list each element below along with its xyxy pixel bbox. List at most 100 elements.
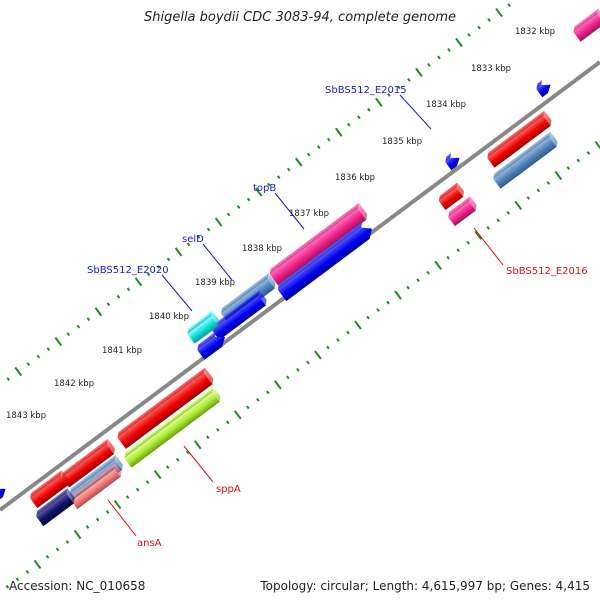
outer-ring-tick [214,217,223,227]
gene-steel-right-top-face [493,131,551,180]
gene-callouts: SbBS512_E2015 topB selD SbBS512_E2020 Sb… [87,85,588,549]
gene-red-left[interactable] [60,438,118,488]
inner-ring-tick [55,547,60,552]
tick-label: 1843 kbp [6,411,46,421]
gene-pink-top[interactable] [571,8,600,42]
gene-steel-right[interactable] [491,131,560,189]
inner-ring-tick [105,510,110,514]
gene-navy[interactable] [34,488,77,527]
gene-red-small[interactable] [437,182,467,210]
outer-ring-tick [427,63,431,67]
inner-ring-tick [274,380,282,390]
inner-ring-tick [266,390,270,395]
inner-ring-tick [175,457,180,462]
gene-blue-mid-arrow-body [445,157,460,171]
tick-label: 1832 kbp [515,27,555,37]
gene-blue-top-arrow-body [536,84,551,98]
gene-red-left-body [61,444,115,488]
outer-ring-tick [236,205,241,209]
tick-label: 1836 kbp [335,173,375,183]
gene-sppa[interactable] [122,386,223,468]
callout-line-sbbs512-e2016 [473,227,504,266]
outer-ring-tick [276,175,281,179]
inner-ring-tick [45,555,50,559]
label-sppa[interactable]: sppA [216,484,241,495]
outer-ring-tick [174,247,183,257]
inner-ring-tick [496,218,500,223]
outer-ring-tick [146,272,151,277]
gene-sbbs512-e2020-side-face [211,310,220,326]
outer-ring-tick [66,332,71,337]
inner-ring-tick [326,345,330,350]
gene-steel-mid-top-face [221,273,269,314]
outer-ring-tick [196,235,201,239]
callout-line-ansa [107,499,137,537]
outer-ring-tick [226,212,231,217]
outer-ring-tick [367,107,371,112]
gene-red-right[interactable] [485,110,554,168]
outer-ring-tick [26,362,31,366]
inner-ring-tick [546,181,551,185]
gene-blue-mid-arrow-top-face [445,152,452,163]
gene-seld-arrow[interactable] [276,220,377,302]
inner-ring-tick [234,410,242,420]
inner-ring-tick [306,360,310,365]
gene-blue-top-arrow[interactable] [534,78,554,98]
inner-ring-tick [193,440,202,450]
label-seld[interactable]: selD [182,234,204,245]
outer-ring-tick [437,55,441,60]
inner-ring-tick [135,487,140,492]
outer-ring-tick [126,287,131,292]
gene-blue-mid[interactable] [210,290,269,341]
gene-sppa-body [124,392,220,468]
outer-ring-tick [266,182,271,187]
label-topb[interactable]: topB [253,183,276,194]
outer-ring-tick [134,277,143,287]
inner-ring-tick [125,495,130,499]
gene-red-long[interactable] [115,367,216,449]
gene-blue-edge-arrow[interactable] [0,482,9,502]
inner-ring-tick [336,338,340,342]
outer-ring-tick [397,85,401,90]
gene-steel-right-body [493,137,557,189]
gene-blue-edge-arrow-body [0,488,6,502]
outer-ring-tick [76,324,81,329]
outer-ring-tick [46,347,51,351]
gene-steel-mid-side-face [267,273,276,289]
gene-blue-mid-arrow[interactable] [443,151,463,171]
gene-steel-right-side-face [549,131,558,147]
label-sbbs512-e2016[interactable]: SbBS512_E2016 [506,266,588,277]
genome-summary-text: Topology: circular; Length: 4,615,997 bp… [260,579,590,593]
callout-line-sbbs512-e2020 [161,274,193,312]
inner-ring-tick [95,517,100,522]
gene-ansa[interactable] [69,463,124,510]
gene-blue-mid-top-face [212,290,260,331]
tick-label: 1839 kbp [195,278,235,288]
label-sbbs512-e2015[interactable]: SbBS512_E2015 [325,85,407,96]
label-ansa[interactable]: ansA [137,538,162,549]
inner-ring-tick [205,435,210,440]
tick-label: 1837 kbp [289,209,329,219]
gene-sbbs512-e2016-side-face [469,196,477,211]
gene-sbbs512-e2016[interactable] [446,196,479,227]
gene-red-right-side-face [543,110,552,126]
inner-ring-tick [165,465,170,470]
gene-red-far-left[interactable] [28,470,71,509]
inner-ring-tick [153,470,162,480]
gene-seld-arrow-body [277,227,372,302]
tick-label: 1833 kbp [471,64,511,74]
inner-ring-tick [296,368,300,372]
callout-line-sppa [183,445,214,483]
gene-sbbs512-e2016-top-face [448,196,470,218]
inner-ring-tick [354,320,362,330]
gene-topb[interactable] [267,202,369,286]
gene-steel-left-side-face [114,454,123,471]
inner-ring-tick [506,211,510,215]
inner-ring-tick [474,230,482,240]
gene-blue-cyanpair-arrow[interactable] [195,329,229,360]
inner-ring-tick [145,480,150,484]
gene-blue-mid-side-face [258,290,267,306]
gene-sbbs512-e2020[interactable] [185,310,222,344]
label-sbbs512-e2020[interactable]: SbBS512_E2020 [87,265,169,276]
inner-ring-tick [554,170,563,181]
